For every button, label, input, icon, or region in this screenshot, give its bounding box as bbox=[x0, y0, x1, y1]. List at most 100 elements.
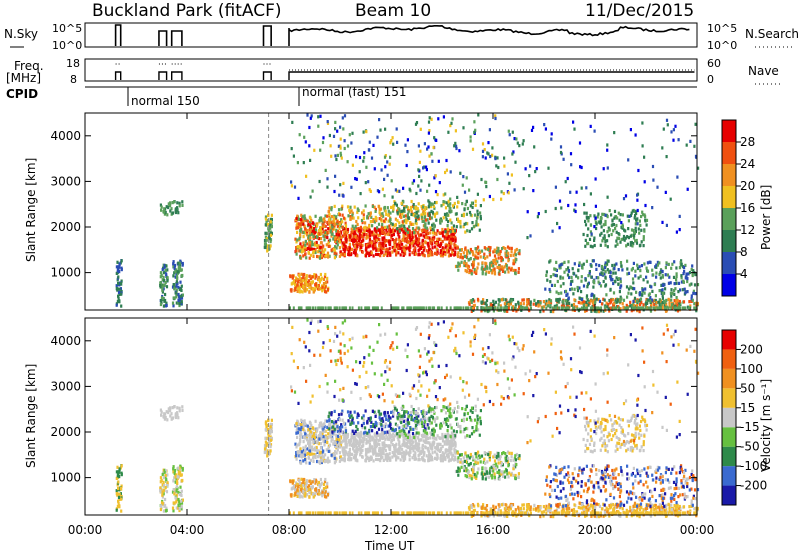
range-cell bbox=[675, 281, 678, 285]
range-cell bbox=[342, 227, 345, 232]
range-cell bbox=[377, 439, 380, 443]
range-cell bbox=[305, 487, 308, 492]
range-cell bbox=[519, 301, 522, 306]
range-cell bbox=[300, 227, 303, 231]
range-cell bbox=[351, 224, 354, 228]
range-cell bbox=[391, 195, 394, 199]
range-cell bbox=[609, 301, 612, 305]
range-cell bbox=[386, 160, 389, 164]
range-cell bbox=[508, 133, 511, 137]
range-cell bbox=[468, 258, 471, 262]
range-cell bbox=[658, 289, 661, 293]
range-cell bbox=[343, 241, 346, 245]
range-cell bbox=[653, 306, 656, 310]
range-cell bbox=[338, 193, 341, 197]
range-cell bbox=[316, 254, 319, 259]
range-cell bbox=[304, 279, 307, 284]
range-cell bbox=[341, 252, 344, 256]
range-cell bbox=[525, 306, 529, 310]
range-cell bbox=[584, 223, 588, 227]
range-cell bbox=[415, 206, 418, 210]
range-cell bbox=[403, 246, 406, 250]
range-cell bbox=[481, 155, 484, 159]
range-cell bbox=[505, 249, 508, 254]
range-cell bbox=[293, 185, 297, 189]
range-cell bbox=[373, 236, 376, 240]
range-cell bbox=[417, 209, 420, 213]
range-cell bbox=[384, 127, 387, 131]
range-cell bbox=[320, 481, 323, 485]
range-cell bbox=[340, 235, 343, 239]
range-cell bbox=[177, 466, 180, 470]
range-cell bbox=[382, 452, 385, 456]
range-cell bbox=[178, 267, 181, 271]
range-cell bbox=[480, 249, 484, 253]
range-cell bbox=[527, 298, 530, 302]
range-cell bbox=[597, 212, 600, 216]
range-cell bbox=[328, 254, 331, 258]
range-cell bbox=[388, 162, 391, 166]
range-cell bbox=[429, 203, 432, 207]
range-cell bbox=[305, 277, 308, 281]
range-cell bbox=[494, 116, 497, 121]
range-cell bbox=[485, 306, 488, 310]
range-cell bbox=[684, 276, 687, 280]
range-cell bbox=[300, 425, 303, 430]
range-cell bbox=[304, 451, 307, 455]
range-cell bbox=[577, 309, 580, 313]
range-cell bbox=[646, 269, 650, 273]
range-cell bbox=[593, 281, 596, 285]
range-cell bbox=[599, 309, 602, 313]
range-cell bbox=[301, 484, 304, 488]
range-cell bbox=[415, 121, 419, 125]
range-cell bbox=[341, 193, 344, 197]
range-cell bbox=[633, 304, 636, 308]
range-cell bbox=[506, 172, 509, 176]
range-cell bbox=[470, 300, 473, 304]
range-cell bbox=[507, 251, 510, 255]
range-cell bbox=[162, 275, 165, 279]
range-cell bbox=[400, 451, 404, 455]
range-cell bbox=[344, 240, 348, 244]
range-cell bbox=[465, 270, 468, 274]
range-cell bbox=[636, 208, 639, 213]
range-cell bbox=[408, 306, 411, 310]
range-cell bbox=[341, 244, 344, 248]
range-cell bbox=[315, 445, 318, 450]
range-cell bbox=[481, 272, 484, 276]
range-cell bbox=[338, 432, 341, 436]
range-cell bbox=[374, 209, 377, 213]
range-cell bbox=[172, 296, 175, 300]
range-cell bbox=[299, 226, 302, 230]
range-cell bbox=[379, 207, 383, 211]
range-cell bbox=[429, 231, 432, 235]
range-cell bbox=[428, 306, 430, 310]
range-cell bbox=[316, 427, 319, 431]
range-cell bbox=[476, 256, 480, 260]
range-cell bbox=[529, 302, 532, 306]
range-cell bbox=[338, 227, 341, 231]
range-cell bbox=[450, 240, 453, 244]
range-cell bbox=[178, 507, 181, 511]
range-cell bbox=[264, 428, 267, 432]
range-cell bbox=[350, 209, 353, 213]
range-cell bbox=[398, 221, 401, 225]
range-cell bbox=[422, 234, 425, 238]
range-cell bbox=[683, 269, 686, 273]
range-cell bbox=[609, 276, 612, 280]
range-cell bbox=[655, 275, 658, 279]
range-cell bbox=[585, 294, 589, 298]
range-cell bbox=[493, 267, 496, 271]
range-cell bbox=[305, 306, 308, 310]
range-cell bbox=[421, 207, 424, 211]
range-cell bbox=[326, 120, 329, 124]
range-cell bbox=[606, 195, 609, 199]
range-cell bbox=[364, 204, 367, 208]
range-cell bbox=[692, 289, 695, 293]
range-cell bbox=[613, 209, 617, 213]
range-cell bbox=[301, 279, 304, 283]
range-cell bbox=[600, 225, 603, 229]
range-cell bbox=[443, 200, 446, 204]
range-cell bbox=[621, 223, 624, 227]
